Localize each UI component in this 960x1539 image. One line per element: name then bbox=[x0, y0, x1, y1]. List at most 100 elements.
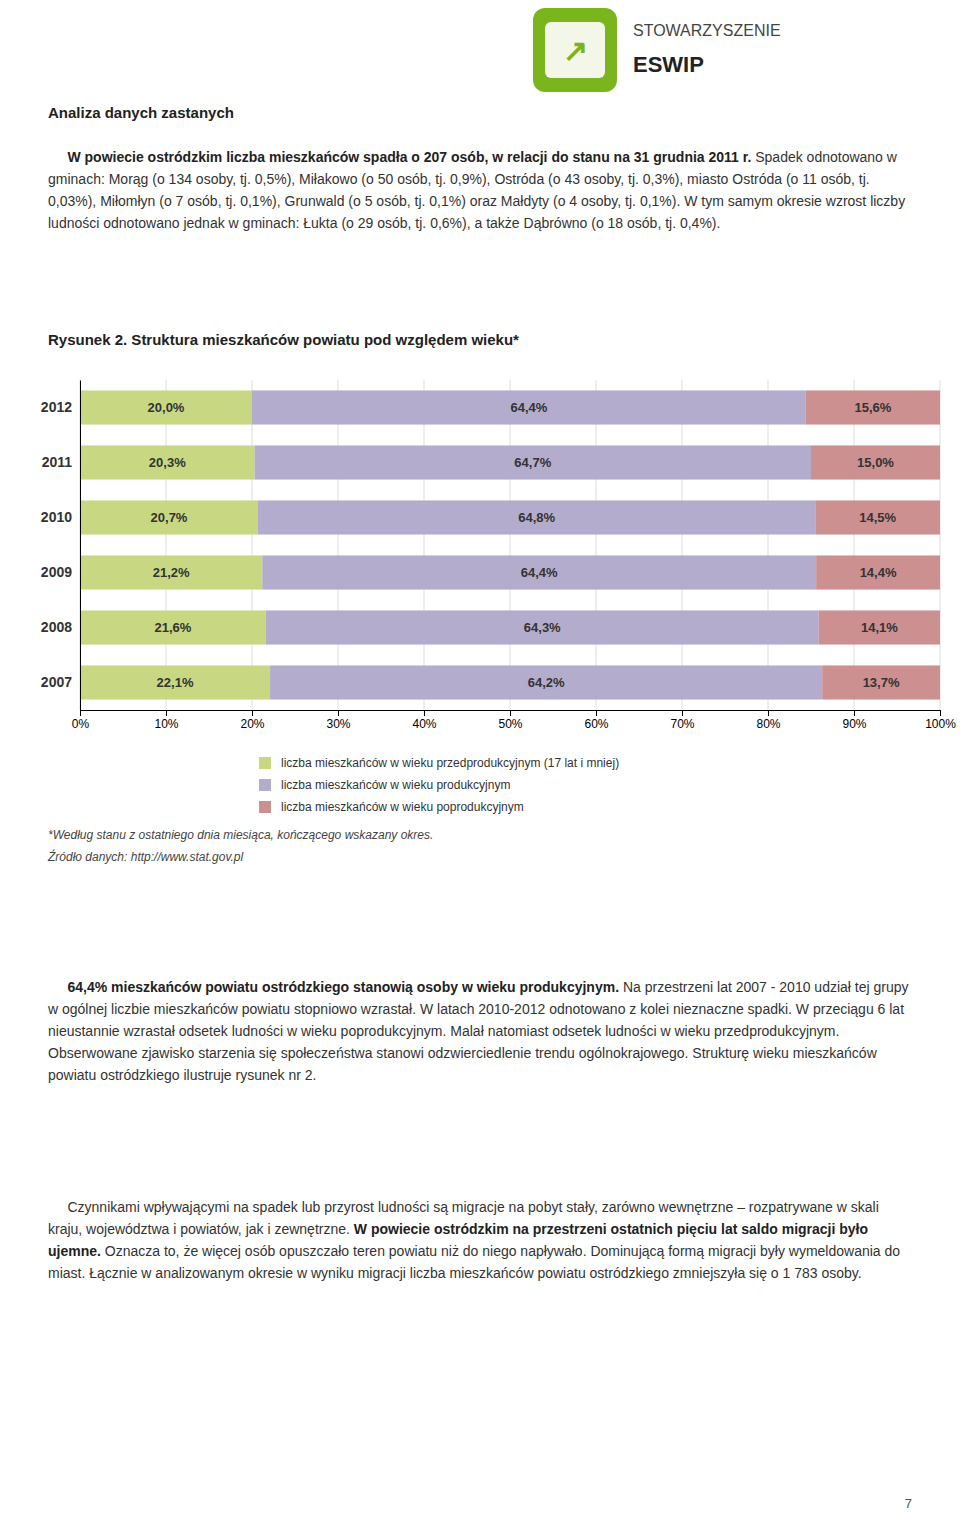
data-label: 13,7% bbox=[863, 675, 900, 690]
y-tick-label: 2009 bbox=[41, 564, 72, 580]
logo-box: ↗ bbox=[533, 8, 617, 92]
paragraph-text: Oznacza to, że więcej osób opuszczało te… bbox=[101, 1243, 664, 1259]
footnote: Źródło danych: http://www.stat.gov.pl bbox=[48, 850, 243, 864]
x-tick-mark bbox=[252, 710, 253, 716]
bar bbox=[80, 390, 252, 424]
paragraph-text: Na przestrzeni lat 2007 bbox=[619, 979, 767, 995]
x-tick-mark bbox=[510, 710, 511, 716]
bar bbox=[80, 555, 262, 589]
grid-line bbox=[940, 380, 941, 710]
bar bbox=[255, 445, 811, 479]
x-tick: 100% bbox=[925, 710, 956, 731]
x-tick-label: 100% bbox=[925, 717, 956, 731]
footnote: *Według stanu z ostatniego dnia miesiąca… bbox=[48, 828, 433, 842]
bar bbox=[819, 610, 940, 644]
series bbox=[80, 390, 270, 699]
bar bbox=[80, 445, 255, 479]
bar bbox=[266, 610, 819, 644]
legend-label: liczba mieszkańców w wieku produkcyjnym bbox=[281, 778, 510, 792]
y-tick-label: 2011 bbox=[42, 454, 73, 470]
x-tick-label: 30% bbox=[326, 717, 350, 731]
data-label: 64,2% bbox=[528, 675, 565, 690]
legend-swatch bbox=[259, 801, 271, 813]
bar bbox=[80, 610, 266, 644]
data-label: 14,5% bbox=[859, 510, 896, 525]
y-tick-label: 2008 bbox=[41, 619, 72, 635]
paragraph: 64,4% mieszkańców powiatu ostródzkiego s… bbox=[48, 976, 912, 1086]
x-tick-label: 40% bbox=[412, 717, 436, 731]
data-label: 14,4% bbox=[860, 565, 897, 580]
plot: 20,0%20,3%20,7%21,2%21,6%22,1%64,4%64,7%… bbox=[41, 380, 956, 731]
y-tick-label: 2010 bbox=[41, 509, 72, 525]
paragraph: Czynnikami wpływającymi na spadek lub pr… bbox=[48, 1196, 912, 1284]
grid-line bbox=[596, 380, 597, 710]
y-tick: 2007 bbox=[41, 674, 80, 690]
bars bbox=[80, 390, 940, 699]
bar bbox=[811, 445, 940, 479]
x-tick: 30% bbox=[326, 710, 350, 731]
x-tick: 90% bbox=[842, 710, 866, 731]
grid-line bbox=[252, 380, 253, 710]
data-label: 20,0% bbox=[148, 400, 185, 415]
x-tick-label: 10% bbox=[154, 717, 178, 731]
page-number: 7 bbox=[905, 1496, 912, 1511]
bar bbox=[262, 555, 816, 589]
legend-item: liczba mieszkańców w wieku produkcyjnym bbox=[259, 774, 619, 796]
bar bbox=[270, 665, 822, 699]
bar bbox=[80, 500, 258, 534]
paragraph-text: gminach: Łukta (o 29 osób, tj. 0,6%), a … bbox=[243, 215, 721, 231]
x-tick-label: 60% bbox=[584, 717, 608, 731]
data-label: 64,4% bbox=[510, 400, 547, 415]
x-tick-mark bbox=[166, 710, 167, 716]
x-tick: 70% bbox=[670, 710, 694, 731]
data-label: 15,6% bbox=[854, 400, 891, 415]
logo: ↗STOWARZYSZENIEESWIP bbox=[533, 8, 933, 92]
legend-swatch bbox=[259, 779, 271, 791]
data-label: 22,1% bbox=[157, 675, 194, 690]
x-tick-mark bbox=[338, 710, 339, 716]
x-tick-label: 20% bbox=[240, 717, 264, 731]
logo-text: STOWARZYSZENIE bbox=[633, 22, 781, 40]
paragraph-text: powiatu ostródzkiego zmniejszyła się o 1… bbox=[537, 1265, 861, 1281]
x-axis: 0%10%20%30%40%50%60%70%80%90%100% bbox=[72, 710, 956, 731]
series bbox=[252, 390, 822, 699]
x-tick-mark bbox=[940, 710, 941, 716]
paragraph-text: W powiecie ostródzkim bbox=[350, 1221, 509, 1237]
x-tick-mark bbox=[768, 710, 769, 716]
x-tick: 50% bbox=[498, 710, 522, 731]
y-tick: 2010 bbox=[41, 509, 80, 525]
y-tick: 2012 bbox=[41, 399, 80, 415]
x-tick: 60% bbox=[584, 710, 608, 731]
y-axis: 2012 2011 2010 2009 2008 2007 bbox=[41, 381, 81, 711]
x-tick-mark bbox=[80, 710, 81, 716]
paragraph-text: 2011 r. bbox=[709, 149, 752, 165]
grid-line bbox=[338, 380, 339, 710]
x-tick-label: 90% bbox=[842, 717, 866, 731]
x-tick-label: 0% bbox=[72, 717, 90, 731]
bar bbox=[252, 390, 806, 424]
bar bbox=[822, 665, 940, 699]
legend-item: liczba mieszkańców w wieku przedprodukcy… bbox=[259, 752, 619, 774]
paragraph-text: W powiecie ostródzkim liczba mieszkańców… bbox=[48, 149, 705, 165]
x-tick: 20% bbox=[240, 710, 264, 731]
grid-line bbox=[80, 380, 81, 710]
logo-inner: ↗ bbox=[545, 22, 605, 78]
bar bbox=[815, 500, 940, 534]
grid-line bbox=[682, 380, 683, 710]
data-label: 64,3% bbox=[524, 620, 561, 635]
paragraph: W powiecie ostródzkim liczba mieszkańców… bbox=[48, 146, 912, 234]
x-tick-label: 70% bbox=[670, 717, 694, 731]
data-label: 14,1% bbox=[861, 620, 898, 635]
chart-title: Rysunek 2. Struktura mieszkańców powiatu… bbox=[48, 331, 519, 348]
data-label: 20,7% bbox=[151, 510, 188, 525]
y-tick-label: 2012 bbox=[41, 399, 72, 415]
x-tick: 0% bbox=[72, 710, 90, 731]
y-tick: 2009 bbox=[41, 564, 80, 580]
bar bbox=[816, 555, 940, 589]
bar bbox=[258, 500, 815, 534]
logo-symbol: ↗ bbox=[563, 33, 588, 68]
x-tick-label: 50% bbox=[498, 717, 522, 731]
y-axis-line bbox=[80, 381, 81, 711]
grid-line bbox=[510, 380, 511, 710]
grid-line bbox=[768, 380, 769, 710]
